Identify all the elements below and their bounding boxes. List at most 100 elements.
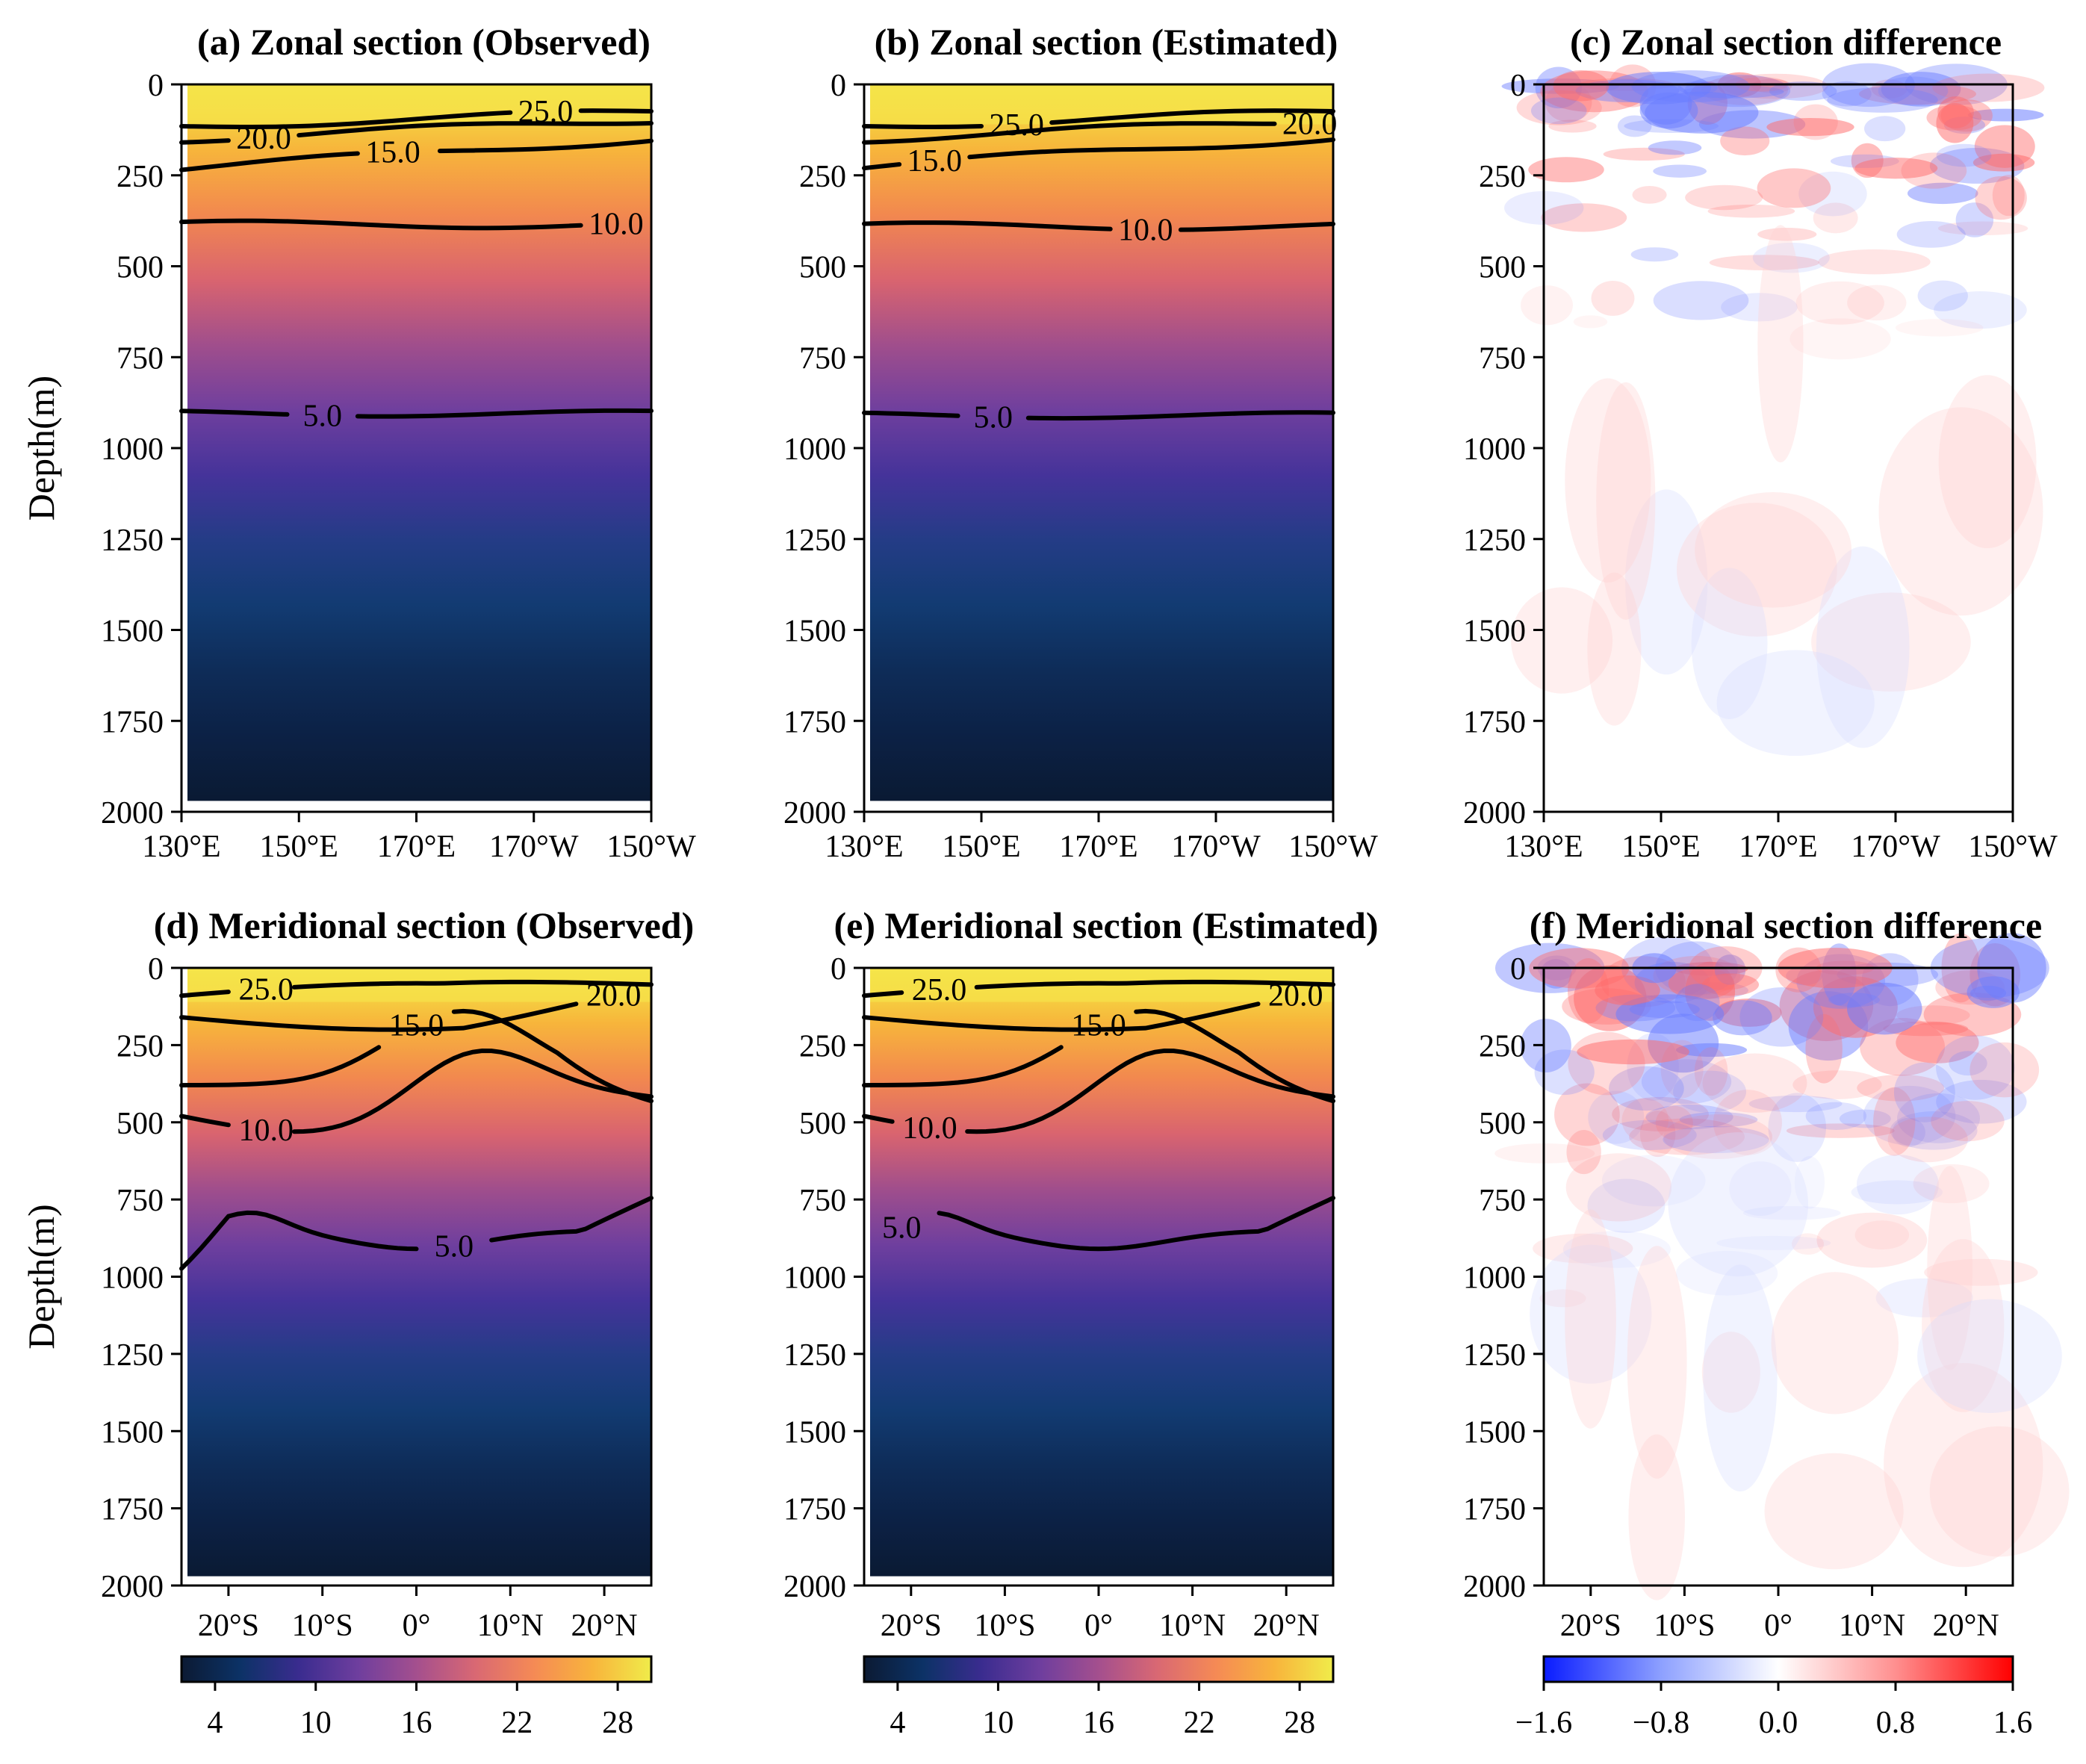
panel-c-anomaly [1917,280,1968,311]
panel-c-anomaly [1854,158,1938,179]
panel-c-anomaly [1653,281,1749,320]
panel-c-anomaly-deep [1596,382,1656,620]
panel-c-anomaly [1541,203,1627,232]
panel-c-anomaly [1685,184,1763,211]
panel-e-colorbar-label: 28 [1284,1706,1315,1740]
panel-f-anomaly-deep [1922,1239,2005,1412]
panel-b-contour-5-0 [862,410,960,418]
panel-c-ytick-label: 250 [1479,160,1526,194]
panel-f-xtick-label: 10°N [1839,1609,1905,1643]
panel-a-ytick-label: 1500 [101,615,164,649]
panel-c-anomaly [1822,81,1872,107]
panel-c-anomaly [1975,176,2027,220]
panel-b-ytick-label: 0 [831,69,846,103]
panel-c-anomaly [1603,147,1685,161]
panel-a-contour-20-0 [179,138,231,145]
panel-b-contour-10-0 [862,220,1113,232]
panel-f-anomaly [1967,976,2020,1008]
panel-d-contour-5-0 [489,1196,654,1243]
panel-f-anomaly [1805,1013,1843,1084]
panel-f-anomaly [1615,994,1725,1034]
panel-e-contour-5-0 [937,1196,1335,1252]
panel-f-anomaly [1655,1105,1693,1140]
panel-a-ytick-label: 1000 [101,432,164,467]
panel-e-ytick-label: 0 [831,952,846,987]
panel-d-xtick-label: 0° [403,1609,431,1643]
panel-d-ylabel: Depth(m) [20,1204,62,1349]
panel-d-contour-label: 15.0 [389,1008,444,1043]
panel-a-contour-15-0 [437,138,654,154]
panel-b-contour-15-0 [862,162,902,171]
panel-c-anomaly [1827,87,1938,113]
panel-f-anomaly [1892,1117,1925,1147]
panel-f-anomaly [1851,1180,1943,1205]
panel-f-anomaly [1629,1118,1745,1155]
panel-c-xtick-label: 170°E [1739,830,1817,864]
panel-b-ytick-label: 500 [799,251,846,285]
panel-a-ylabel: Depth(m) [20,376,62,521]
panel-f-anomaly [1679,1112,1758,1128]
panel-f-anomaly [1612,1096,1709,1131]
panel-c-ytick-label: 1000 [1463,432,1526,467]
panel-c-ytick-label: 0 [1510,69,1526,103]
panel-b-xtick-label: 150°E [942,830,1020,864]
panel-c-anomaly [1789,318,1891,360]
panel-e-colorbar [863,1655,1335,1683]
panel-c-anomaly [1881,72,1961,107]
panel-c-anomaly [1530,97,1587,125]
panel-f-anomaly [1639,1111,1676,1158]
panel-d-colorbar-label: 28 [602,1706,633,1740]
panel-c-anomaly [1967,108,2044,122]
panel-c-anomaly-deep [1938,375,2037,549]
panel-b-title: (b) Zonal section (Estimated) [875,21,1338,63]
panel-f-anomaly-deep [1771,1272,1899,1414]
panel-f-ytick-label: 1000 [1463,1261,1526,1296]
panel-d-colorbar-label: 16 [401,1706,432,1740]
panel-c-anomaly-deep [1565,378,1651,583]
panel-d-contour-25-0 [179,990,231,999]
panel-e-colorbar-label: 10 [982,1706,1013,1740]
panel-f-ytick-label: 750 [1479,1184,1526,1218]
panel-f-anomaly [1786,1123,1895,1138]
panel-d-contour-label: 10.0 [238,1114,294,1148]
panel-f-anomaly [1601,1155,1706,1207]
panel-f-anomaly [1673,1070,1747,1114]
panel-c-xtick-label: 130°E [1504,830,1583,864]
panel-f-colorbar-label: −1.6 [1515,1706,1572,1740]
panel-f-anomaly [1595,975,1660,1006]
panel-c-anomaly [1516,90,1602,125]
panel-f-anomaly-deep [1703,1264,1778,1492]
panel-b-contour-15-0 [967,137,1335,160]
panel-a-xtick-label: 170°W [489,830,579,864]
panel-f-anomaly [1775,947,1822,993]
panel-c-anomaly [1936,143,1992,167]
panel-e-ytick-label: 1250 [783,1338,846,1373]
panel-c-anomaly [1895,319,1984,337]
panel-f-anomaly [1566,1129,1601,1175]
panel-a-contour-20-0 [297,121,654,138]
panel-f-anomaly [1715,999,1782,1027]
panel-a-contour-label: 10.0 [589,207,644,241]
panel-f-anomaly [1587,1178,1666,1233]
panel-f-anomaly [1702,1053,1807,1113]
panel-a-ytick-label: 250 [117,160,164,194]
panel-f-anomaly [1742,1205,1841,1220]
panel-f-anomaly [1931,1101,2005,1142]
panel-e-ytick-label: 1500 [783,1415,846,1450]
panel-f: 0 250 500 750 1000 1250 1500 1750 2000 20°S 10°S 0°… [1463,904,2070,1740]
panel-f-anomaly [1792,1070,1882,1099]
panel-f-anomaly [1854,1220,1910,1250]
panel-c-field [1544,84,2013,812]
panel-c-anomaly [1766,118,1854,137]
panel-d-contour-25-0 [291,979,654,990]
panel-d-contour-15-0 [451,1008,654,1104]
panel-e-contour-15-0 [862,1045,1064,1088]
panel-f-anomaly [1674,984,1720,1022]
panel-f-anomaly [1890,1111,1978,1150]
panel-d-xtick-label: 10°S [292,1609,353,1643]
panel-f-anomaly [1567,958,1609,1024]
panel-d-ytick-label: 0 [148,952,164,987]
panel-b: 25.0 20.0 15.0 10.0 5.0 0 250 500 750 1000 1250 150… [783,21,1378,864]
